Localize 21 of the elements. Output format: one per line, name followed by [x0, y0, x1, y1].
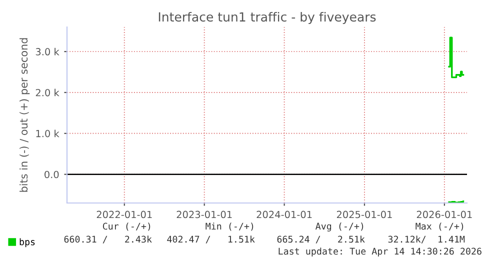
- chart-title: Interface tun1 traffic - by fiveyears: [158, 12, 376, 24]
- legend-label: bps: [20, 238, 35, 248]
- x-tick-label: 2023-01-01: [176, 210, 232, 218]
- text: 660.31 / 2.43k: [64, 236, 152, 244]
- text: Max (-/+): [416, 222, 464, 231]
- x-tick-label: 2022-01-01: [96, 210, 152, 218]
- y-tick-label: 0.0: [44, 170, 59, 178]
- text: 402.47 / 1.51k: [167, 236, 255, 244]
- text: Min (-/+): [206, 222, 254, 231]
- y-axis-title: bits in (-) / out (+) per second: [20, 38, 30, 192]
- x-tick-label: 2025-01-01: [336, 210, 392, 218]
- text: Last update: Tue Apr 14 14:30:26 2026: [278, 248, 482, 256]
- x-tick-label: 2024-01-01: [256, 210, 312, 218]
- text: 32.12k/ 1.41M: [388, 236, 465, 244]
- text: Cur (-/+): [102, 222, 150, 231]
- y-tick-label: 1.0 k: [36, 130, 60, 138]
- x-tick-label: 2026-01-01: [416, 210, 472, 218]
- y-tick-label: 2.0 k: [36, 88, 60, 96]
- y-tick-label: 3.0 k: [36, 48, 60, 56]
- text: Avg (-/+): [316, 222, 364, 232]
- text: 665.24 / 2.51k: [277, 236, 365, 244]
